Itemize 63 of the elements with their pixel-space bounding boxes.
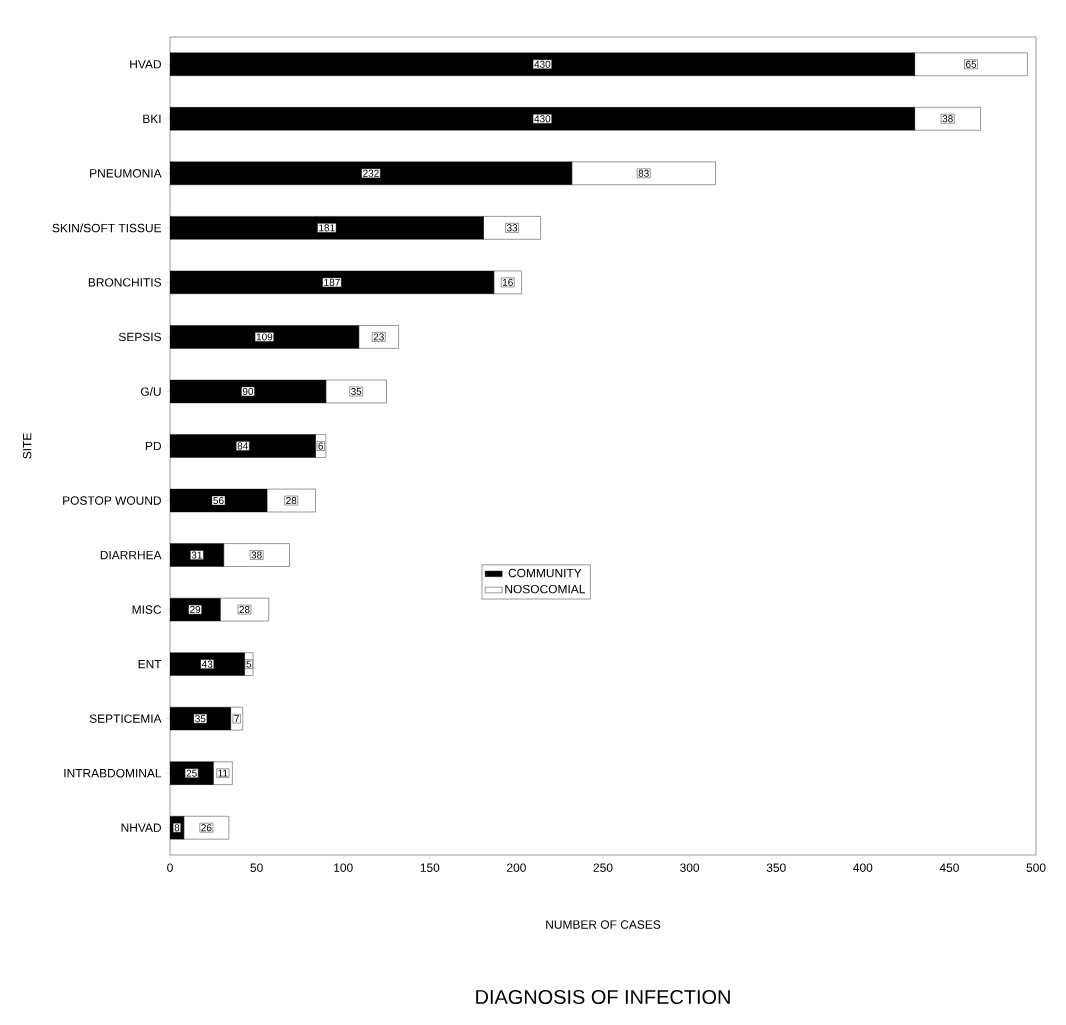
data-label: 56 [213, 497, 224, 505]
y-tick-label: G/U [140, 387, 161, 396]
x-tick-label: 250 [593, 863, 613, 872]
data-label: 25 [186, 769, 197, 777]
y-tick-label: SEPSIS [118, 332, 162, 342]
x-tick-label: 450 [939, 863, 959, 872]
x-tick-label: 200 [507, 863, 526, 872]
legend-label: COMMUNITY [508, 568, 582, 578]
x-tick-label: 400 [853, 863, 873, 872]
x-tick-label: 0 [167, 863, 173, 872]
x-tick-label: 350 [766, 863, 786, 872]
y-tick-label: SKIN/SOFT TISSUE [52, 223, 162, 233]
y-tick-label: DIARRHEA [100, 550, 162, 560]
data-label: 23 [373, 333, 384, 341]
data-label: 109 [256, 333, 273, 341]
x-tick-label: 300 [680, 863, 700, 872]
bar [266, 488, 316, 513]
legend-label: NOSOCOMIAL [505, 584, 585, 594]
data-label: 232 [363, 169, 379, 177]
bar [325, 379, 387, 404]
y-tick-label: BRONCHITIS [88, 278, 162, 287]
data-label: 31 [191, 551, 202, 559]
data-label: 5 [246, 660, 252, 668]
data-label: 35 [351, 387, 362, 395]
y-axis-title: SITE [22, 433, 32, 459]
y-tick-label: BKI [143, 114, 161, 123]
x-tick-label: 150 [420, 863, 440, 872]
y-tick-label: SEPTICEMIA [89, 714, 162, 723]
data-label: 43 [201, 660, 213, 668]
data-label: 90 [242, 387, 254, 395]
y-tick-label: POSTOP WOUND [63, 496, 161, 505]
x-tick-label: 50 [250, 863, 263, 872]
data-label: 430 [534, 60, 551, 68]
x-axis-title: NUMBER OF CASES [546, 920, 661, 929]
data-label: 28 [239, 606, 250, 614]
data-label: 16 [502, 278, 513, 286]
data-label: 187 [324, 278, 340, 286]
data-label: 35 [195, 715, 206, 723]
data-label: 29 [190, 606, 201, 614]
data-label: 65 [966, 60, 977, 68]
data-label: 28 [286, 497, 297, 505]
data-label: 181 [319, 224, 335, 232]
y-tick-label: PNEUMONIA [90, 169, 162, 178]
data-label: 38 [251, 551, 262, 559]
y-tick-label: ENT [138, 660, 162, 669]
data-label: 6 [318, 442, 324, 450]
y-tick-label: PD [145, 441, 161, 451]
x-tick-label: 100 [334, 863, 353, 872]
x-tick-label: 500 [1026, 863, 1046, 872]
data-label: 7 [234, 715, 239, 723]
y-tick-label: MISC [132, 605, 162, 614]
y-tick-label: INTRABDOMINAL [64, 768, 162, 778]
data-label: 8 [174, 824, 180, 832]
data-label: 38 [942, 115, 953, 123]
data-label: 26 [201, 824, 212, 832]
data-label: 84 [237, 442, 248, 450]
y-tick-label: HVAD [130, 60, 161, 69]
text: DIAGNOSIS OF INFECTION [476, 989, 730, 1005]
data-label: 33 [506, 224, 518, 232]
data-label: 430 [534, 115, 551, 123]
data-label: 83 [638, 169, 649, 177]
y-tick-label: NHVAD [121, 823, 161, 832]
data-label: 11 [218, 769, 228, 777]
